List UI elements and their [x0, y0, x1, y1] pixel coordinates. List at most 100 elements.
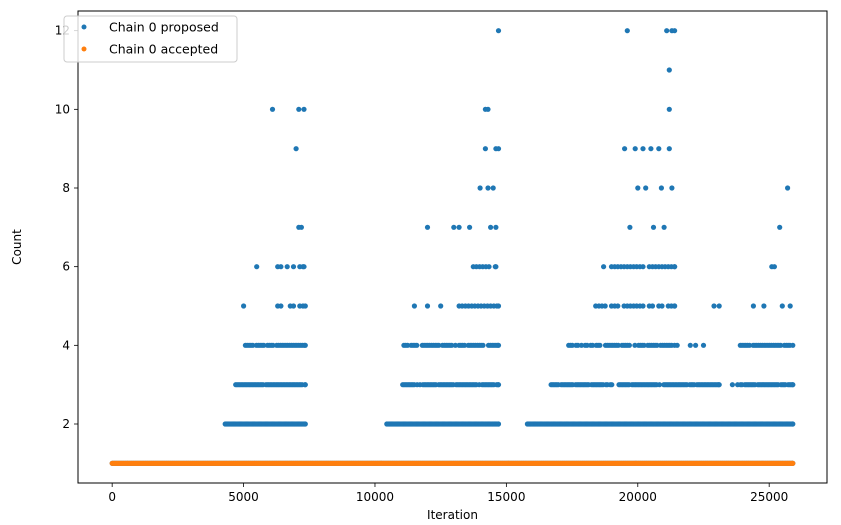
data-point: [654, 342, 660, 348]
data-point: [597, 342, 603, 348]
data-point: [778, 342, 784, 348]
data-point: [632, 146, 638, 152]
data-point: [750, 303, 757, 309]
y-axis-label: Count: [10, 229, 24, 265]
data-point: [480, 342, 486, 348]
data-point: [293, 146, 299, 152]
data-point: [414, 342, 420, 348]
data-point: [405, 342, 411, 348]
x-tick-label: 0: [108, 490, 116, 504]
series-accepted: [109, 460, 796, 466]
data-point: [493, 224, 499, 230]
legend-marker-proposed: [81, 24, 87, 30]
data-point: [669, 185, 675, 191]
legend-marker-accepted: [81, 46, 87, 52]
data-point: [693, 342, 699, 348]
data-point: [746, 342, 753, 348]
data-point: [269, 106, 276, 112]
data-point: [664, 28, 670, 34]
data-point: [672, 264, 678, 270]
data-point: [674, 342, 680, 348]
data-point: [624, 28, 630, 34]
data-point: [452, 342, 458, 348]
data-point: [672, 303, 678, 309]
data-point: [777, 224, 783, 230]
data-point: [711, 303, 717, 309]
data-point: [254, 264, 260, 270]
data-point: [650, 224, 657, 230]
data-point: [643, 185, 649, 191]
legend: Chain 0 proposed Chain 0 accepted: [63, 15, 238, 63]
data-point: [656, 382, 663, 388]
x-tick-label: 5000: [228, 490, 259, 504]
data-point: [700, 342, 707, 348]
data-point: [449, 342, 455, 348]
data-point: [790, 382, 796, 388]
data-point: [270, 342, 276, 348]
data-point: [640, 303, 646, 309]
data-point: [666, 146, 672, 152]
legend-label-proposed: Chain 0 proposed: [109, 20, 219, 35]
data-point: [661, 224, 667, 230]
data-point: [493, 264, 499, 270]
data-point: [648, 146, 654, 152]
data-point: [635, 185, 641, 191]
y-tick-label: 10: [55, 102, 70, 116]
data-point: [615, 303, 621, 309]
legend-box: [63, 15, 238, 63]
data-point: [615, 342, 621, 348]
data-point: [490, 185, 496, 191]
data-point: [284, 264, 290, 270]
data-point: [451, 224, 457, 230]
data-point: [785, 185, 791, 191]
x-axis-ticks: 0 5000 10000 15000 20000 25000: [108, 483, 788, 504]
data-point: [575, 342, 581, 348]
data-point: [438, 303, 444, 309]
data-point: [261, 342, 267, 348]
data-point: [779, 303, 785, 309]
data-point: [622, 146, 628, 152]
data-point: [462, 342, 468, 348]
data-point: [649, 303, 656, 309]
data-point: [729, 382, 736, 388]
data-point: [298, 224, 304, 230]
data-point: [609, 382, 615, 388]
legend-label-accepted: Chain 0 accepted: [109, 42, 218, 57]
y-tick-label: 8: [62, 181, 70, 195]
y-tick-label: 4: [62, 338, 70, 352]
data-point: [495, 382, 502, 388]
data-point: [666, 67, 672, 73]
data-point: [641, 342, 647, 348]
data-point: [495, 146, 502, 152]
data-point: [411, 303, 417, 309]
data-point: [296, 106, 302, 112]
data-point: [687, 342, 693, 348]
data-point: [640, 146, 646, 152]
data-point: [456, 224, 462, 230]
data-point: [790, 421, 796, 427]
plot-frame: [77, 10, 828, 484]
data-point: [601, 264, 607, 270]
data-point: [278, 264, 284, 270]
data-point: [482, 146, 488, 152]
data-point: [302, 382, 308, 388]
data-point: [584, 342, 590, 348]
x-tick-label: 25000: [750, 490, 788, 504]
data-point: [787, 303, 793, 309]
data-point: [301, 106, 307, 112]
x-tick-label: 15000: [487, 490, 525, 504]
data-point: [495, 303, 502, 309]
data-point: [495, 421, 502, 427]
data-point: [672, 28, 678, 34]
data-point: [716, 303, 722, 309]
data-point: [250, 342, 256, 348]
data-point: [640, 264, 646, 270]
data-point: [290, 264, 297, 270]
data-point: [627, 224, 633, 230]
data-point: [424, 303, 431, 309]
x-tick-label: 10000: [356, 490, 394, 504]
data-point: [290, 303, 297, 309]
data-point: [302, 342, 308, 348]
data-point: [485, 106, 491, 112]
y-tick-label: 2: [62, 417, 70, 431]
